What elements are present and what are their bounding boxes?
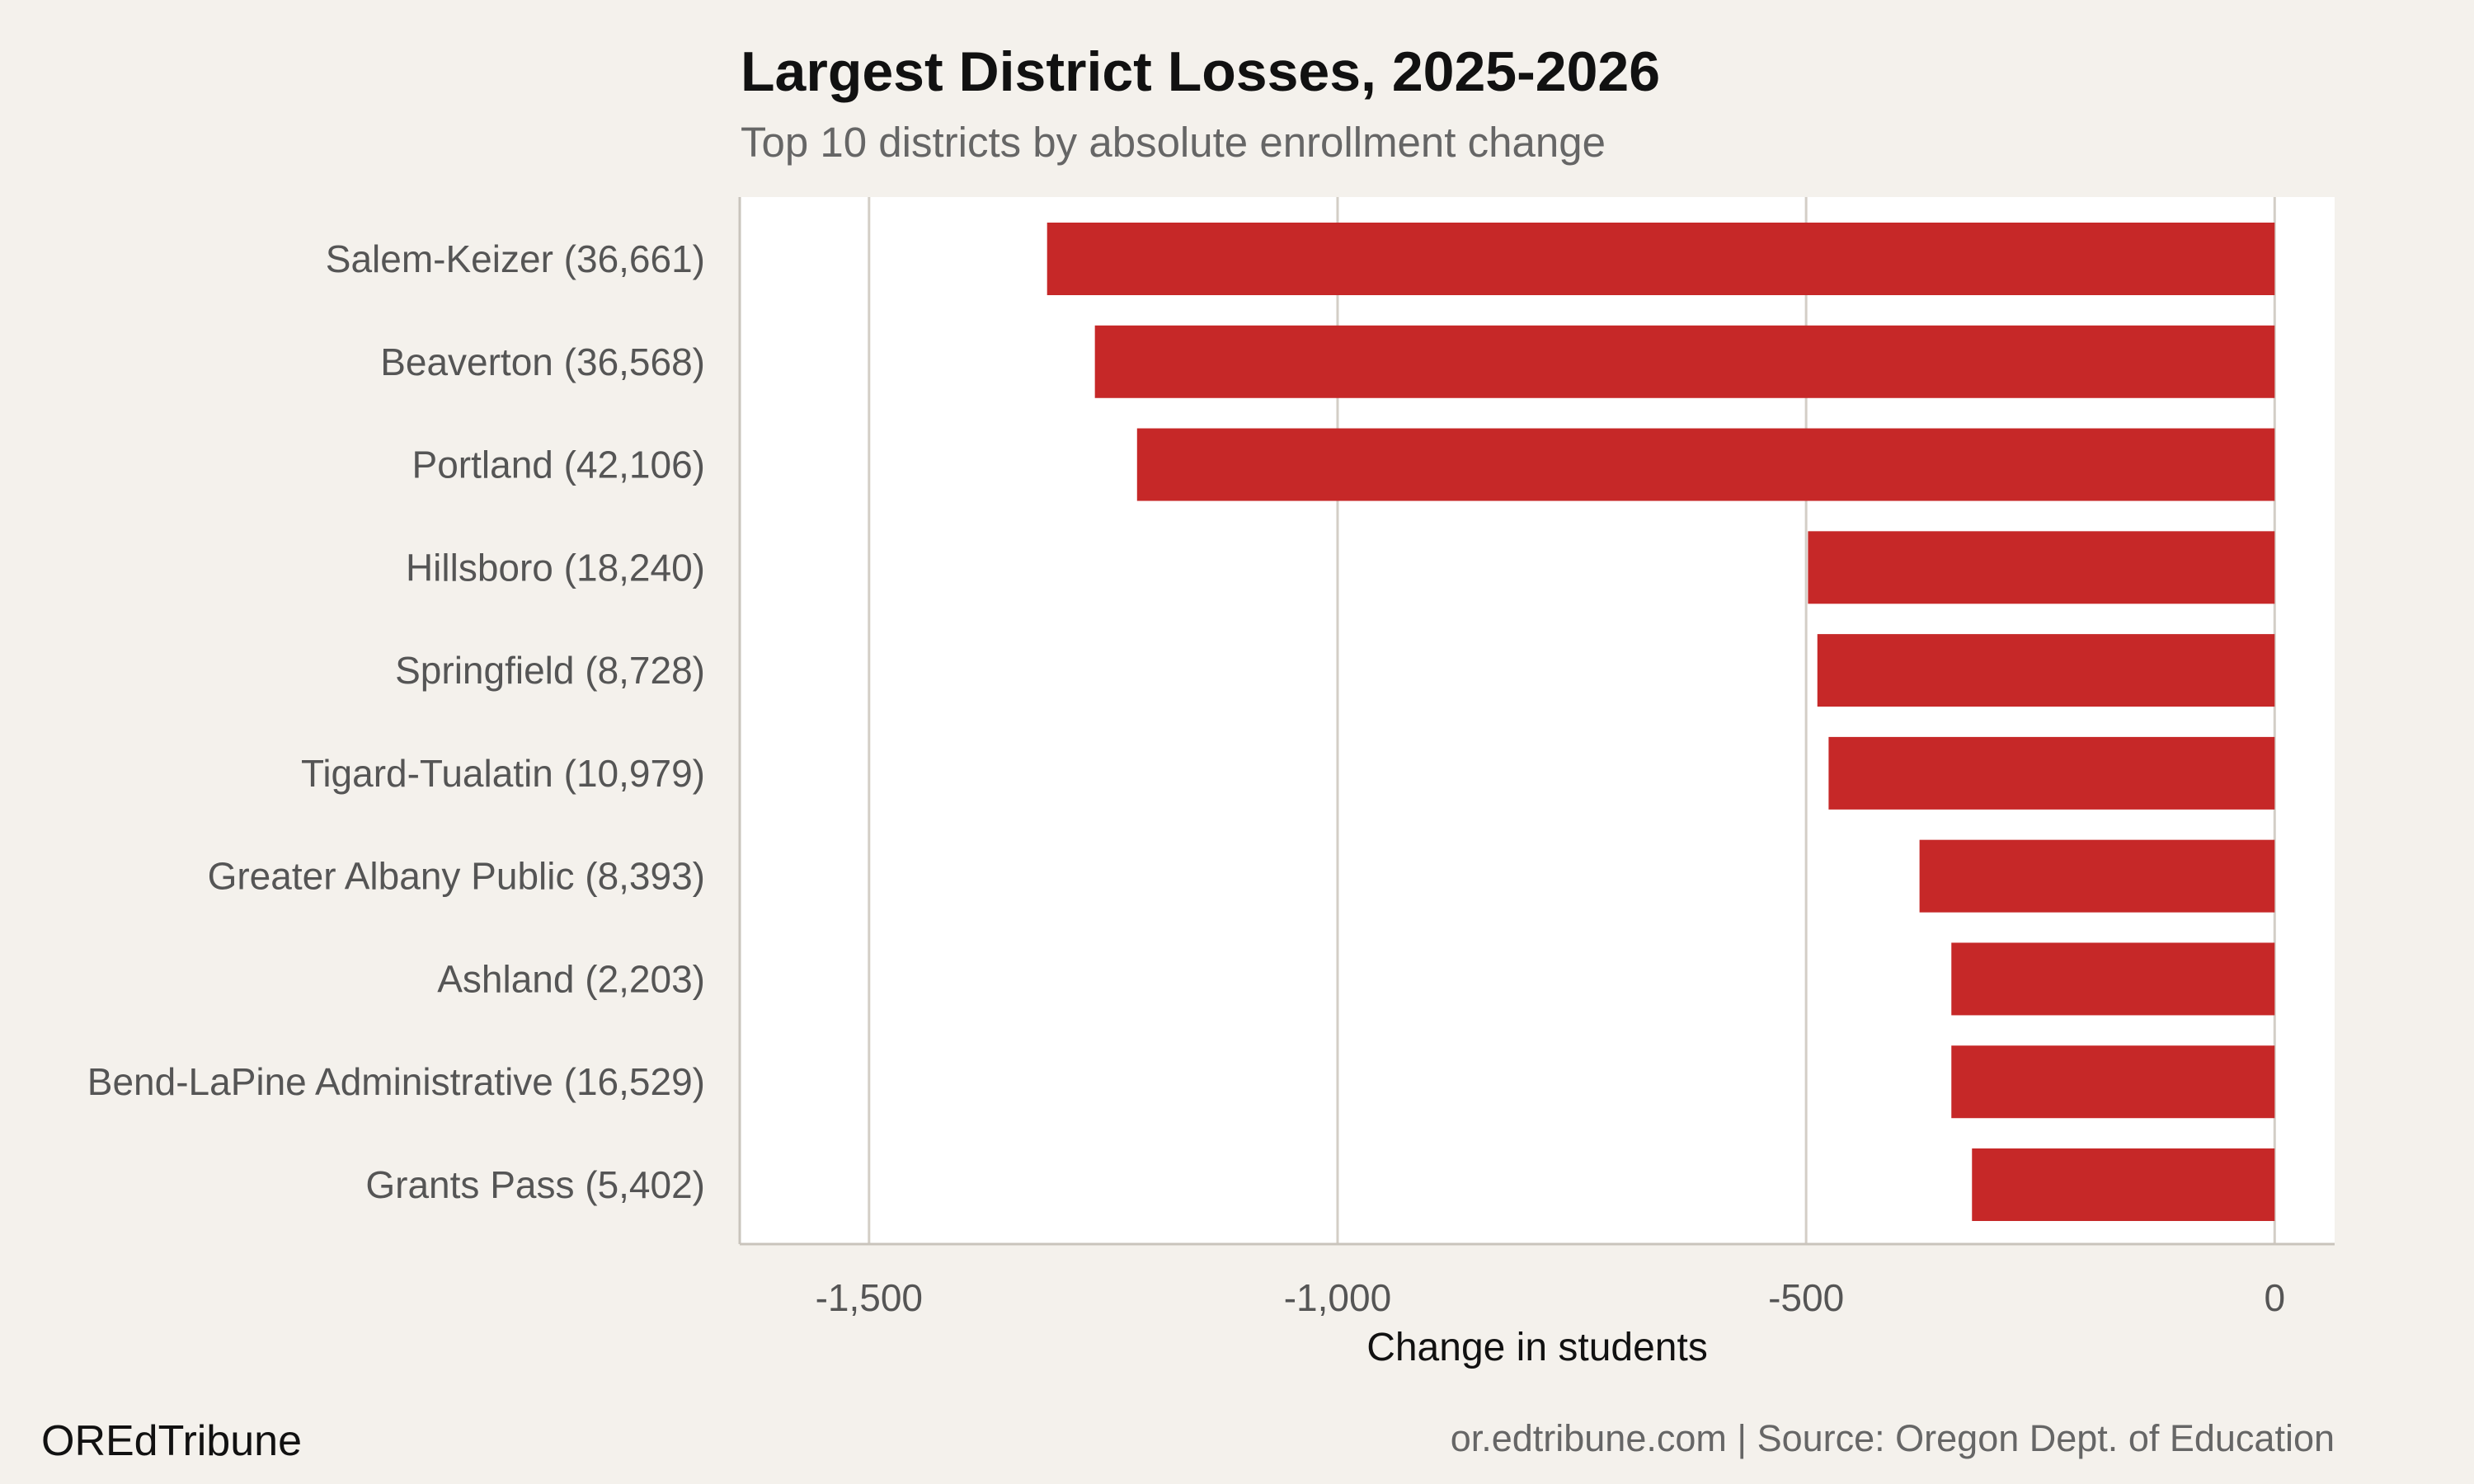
- y-category-label: Portland (42,106): [412, 444, 705, 486]
- bar: [1817, 634, 2275, 707]
- brand-logo-text: OREdTribune: [41, 1417, 302, 1465]
- bar: [1951, 942, 2275, 1016]
- source-note: or.edtribune.com | Source: Oregon Dept. …: [1451, 1417, 2335, 1459]
- y-category-label: Salem-Keizer (36,661): [326, 237, 705, 280]
- x-tick-label: -1,500: [816, 1276, 923, 1319]
- y-category-label: Tigard-Tualatin (10,979): [301, 752, 705, 795]
- bar: [1919, 839, 2275, 913]
- bar: [1951, 1045, 2275, 1119]
- y-category-label: Bend-LaPine Administrative (16,529): [87, 1060, 705, 1103]
- y-category-label: Springfield (8,728): [395, 649, 705, 692]
- y-category-label: Hillsboro (18,240): [406, 546, 705, 589]
- bar: [1136, 428, 2275, 501]
- y-category-label: Greater Albany Public (8,393): [208, 855, 705, 898]
- y-category-label: Grants Pass (5,402): [365, 1163, 705, 1206]
- chart-subtitle: Top 10 districts by absolute enrollment …: [741, 119, 1606, 166]
- y-category-label: Ashland (2,203): [437, 957, 705, 1000]
- bar: [1972, 1148, 2275, 1221]
- bar: [1828, 736, 2275, 810]
- x-tick-label: 0: [2264, 1276, 2285, 1319]
- x-axis-title: Change in students: [1366, 1326, 1708, 1369]
- x-tick-label: -500: [1768, 1276, 1844, 1319]
- bar: [1047, 223, 2275, 295]
- x-tick-label: -1,000: [1284, 1276, 1391, 1319]
- y-category-label: Beaverton (36,568): [380, 340, 705, 383]
- bar: [1808, 531, 2275, 604]
- chart-title: Largest District Losses, 2025-2026: [741, 40, 1660, 103]
- bar: [1094, 325, 2275, 398]
